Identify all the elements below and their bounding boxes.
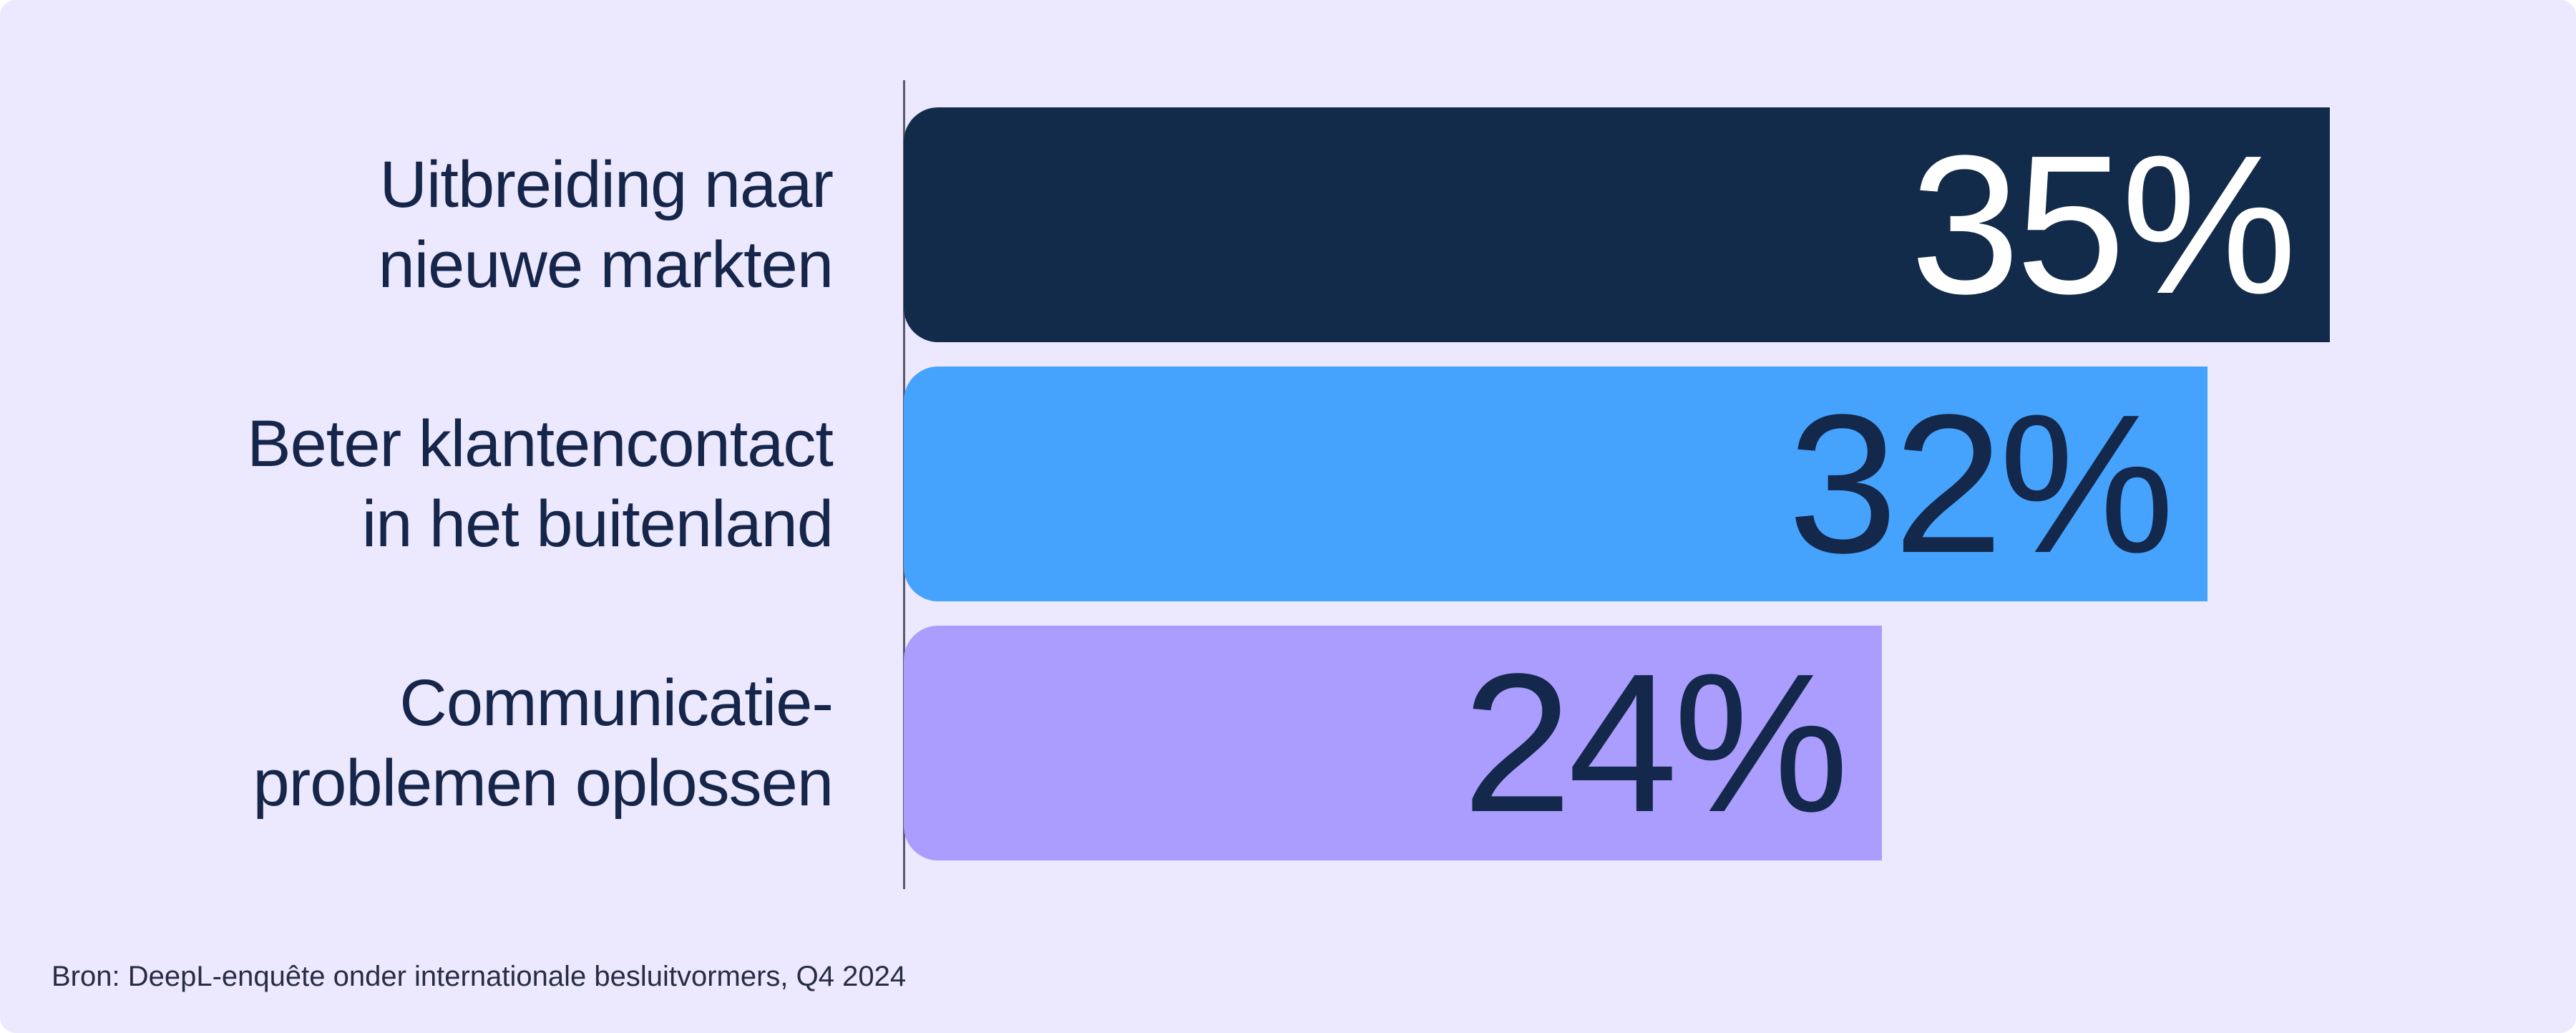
- bar-3: 24%: [904, 626, 1882, 860]
- category-label-line: nieuwe markten: [378, 228, 834, 301]
- category-label-line: problemen oplossen: [253, 747, 834, 820]
- source-note: Bron: DeepL-enquête onder internationale…: [52, 961, 907, 992]
- category-label: Communicatie-problemen oplossen: [117, 663, 834, 823]
- category-label: Uitbreiding naar nieuwe markten: [117, 145, 834, 305]
- category-label-line: Communicatie-: [399, 666, 834, 739]
- category-label: Beter klantencontact in het buitenland: [117, 404, 834, 564]
- category-label-line: Uitbreiding naar: [379, 148, 834, 221]
- bar-value-label: 35%: [1910, 115, 2297, 335]
- category-label-line: in het buitenland: [361, 488, 834, 561]
- bar-1: 35%: [904, 107, 2330, 342]
- bar-value-label: 32%: [1787, 374, 2175, 594]
- category-label-line: Beter klantencontact: [247, 407, 834, 480]
- bar-value-label: 24%: [1462, 633, 1849, 853]
- bar-2: 32%: [904, 367, 2207, 601]
